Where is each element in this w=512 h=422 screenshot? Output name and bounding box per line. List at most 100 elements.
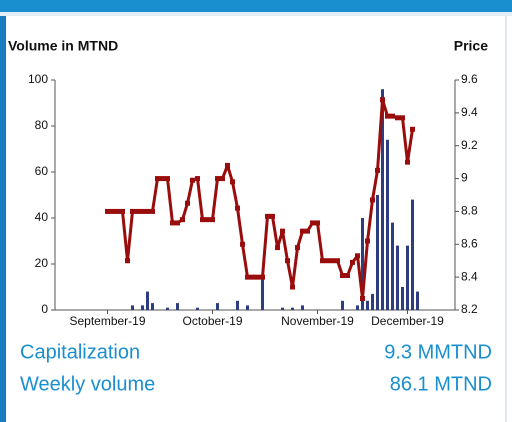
price-marker — [135, 208, 140, 214]
price-marker — [400, 115, 405, 121]
price-marker — [330, 258, 335, 264]
y-tick-label: 40 — [35, 210, 49, 224]
price-marker — [350, 259, 355, 265]
top-bar — [0, 0, 512, 12]
price-marker — [105, 208, 110, 214]
bar — [341, 300, 344, 310]
price-marker — [130, 208, 135, 214]
price-marker — [110, 208, 115, 214]
price-marker — [360, 296, 365, 301]
y-tick-label: 100 — [28, 72, 48, 86]
price-marker — [320, 258, 325, 264]
price-marker — [185, 200, 190, 206]
bar — [281, 307, 284, 310]
price-marker — [195, 176, 200, 182]
price-marker — [235, 205, 240, 211]
price-marker — [250, 274, 255, 280]
price-marker — [170, 220, 175, 226]
bar — [376, 195, 379, 310]
bar — [151, 303, 154, 310]
price-marker — [160, 176, 165, 182]
bar — [246, 305, 249, 310]
bar — [141, 305, 144, 310]
price-marker — [245, 274, 250, 280]
left-border — [0, 16, 6, 422]
price-marker — [410, 126, 415, 132]
stat-label: Weekly volume — [20, 373, 155, 395]
bar — [406, 245, 409, 310]
price-marker — [180, 217, 185, 223]
bar — [261, 275, 264, 310]
price-marker — [265, 213, 270, 219]
price-marker — [380, 97, 385, 103]
price-marker — [300, 228, 305, 234]
price-marker — [255, 274, 260, 280]
price-marker — [370, 197, 375, 203]
price-marker — [315, 220, 320, 226]
right-border — [505, 16, 507, 422]
x-tick-label: October-19 — [182, 314, 242, 328]
bar — [391, 222, 394, 310]
bar — [166, 307, 169, 310]
y2-tick-label: 8.4 — [461, 269, 478, 283]
bar — [411, 199, 414, 310]
price-marker — [215, 176, 220, 182]
price-marker — [225, 162, 230, 168]
stat-label: Capitalization — [20, 341, 140, 363]
price-marker — [220, 176, 225, 182]
y2-tick-label: 8.8 — [461, 204, 478, 218]
bar — [361, 218, 364, 310]
bar — [386, 139, 389, 310]
price-marker — [340, 273, 345, 278]
bar — [176, 303, 179, 310]
price-marker — [115, 208, 120, 214]
price-marker — [355, 253, 360, 259]
y2-tick-label: 9.2 — [461, 138, 478, 152]
price-marker — [230, 179, 235, 185]
price-marker — [365, 238, 370, 244]
price-marker — [240, 241, 245, 247]
price-marker — [210, 217, 215, 223]
price-marker — [325, 258, 330, 264]
price-marker — [290, 284, 295, 290]
price-marker — [345, 273, 350, 278]
y2-tick-label: 9 — [461, 171, 468, 185]
bar — [131, 305, 134, 310]
bar — [196, 307, 199, 310]
y2-tick-label: 9.4 — [461, 105, 478, 119]
price-marker — [390, 113, 395, 119]
bar — [381, 89, 384, 310]
price-marker — [140, 208, 145, 214]
y2-axis-label: Price — [454, 38, 488, 54]
price-marker — [155, 176, 160, 182]
price-marker — [405, 159, 410, 165]
price-marker — [270, 213, 275, 219]
y-tick-label: 20 — [35, 256, 49, 270]
price-marker — [395, 115, 400, 121]
y-tick-label: 0 — [41, 302, 48, 316]
x-tick-label: December-19 — [371, 314, 444, 328]
y-axis-label: Volume in MTND — [8, 38, 118, 54]
y2-tick-label: 8.2 — [461, 302, 478, 316]
stat-value: 9.3 MMTND — [384, 341, 492, 363]
x-tick-label: September-19 — [69, 314, 145, 328]
price-marker — [175, 220, 180, 226]
price-marker — [190, 177, 195, 183]
price-marker — [375, 167, 380, 173]
bar — [146, 291, 149, 310]
bar — [216, 303, 219, 310]
bar — [401, 287, 404, 310]
price-marker — [125, 258, 130, 264]
price-line — [107, 98, 414, 300]
price-marker — [145, 208, 150, 214]
y-tick-label: 80 — [35, 118, 49, 132]
price-marker — [200, 217, 205, 223]
price-marker — [205, 217, 210, 223]
price-marker — [295, 245, 300, 251]
x-tick-label: November-19 — [281, 314, 354, 328]
price-marker — [305, 228, 310, 234]
price-marker — [275, 245, 280, 251]
price-marker — [150, 208, 155, 214]
bar — [366, 300, 369, 310]
